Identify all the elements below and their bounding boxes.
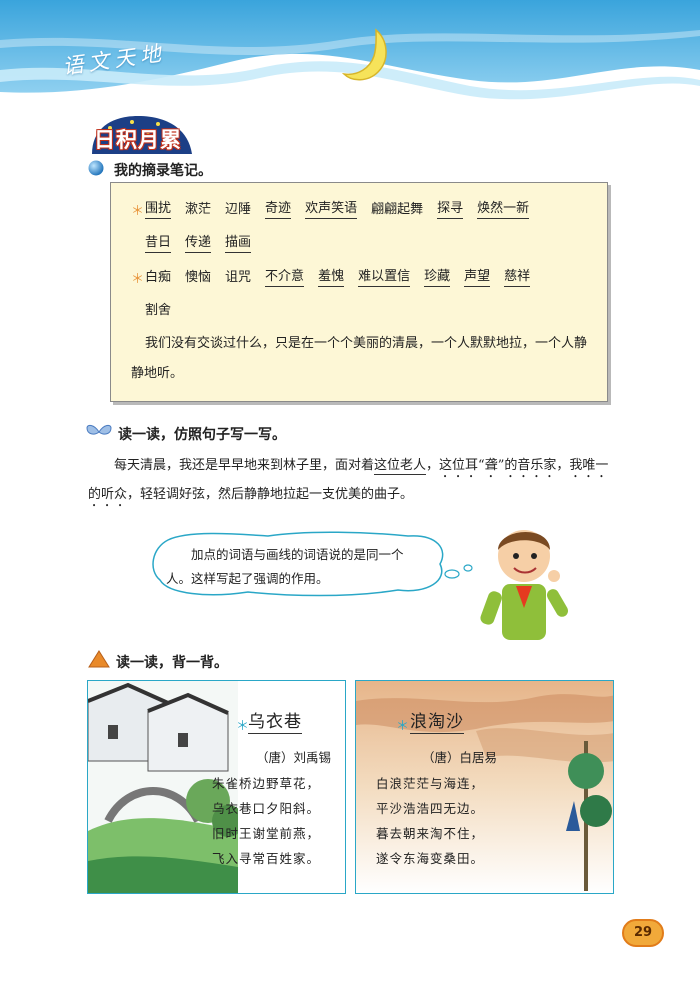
- para-text: ，: [426, 458, 440, 473]
- word: 传递: [185, 231, 212, 253]
- star-icon: ＊: [236, 719, 250, 734]
- poem-line: 飞入寻常百姓家。: [212, 851, 321, 866]
- poem-line: 旧时王谢堂前燕，: [212, 826, 321, 841]
- poem-author: （唐）刘禹锡: [256, 750, 332, 765]
- example-paragraph: 每天清晨，我还是早早地来到林子里，面对着这位老人，这位耳“聋”的音乐家，我唯一的…: [88, 452, 618, 510]
- dotted-phrase: 这位耳“聋”的音乐家，我唯一的听众: [88, 458, 609, 502]
- poem-line: 乌衣巷口夕阳斜。: [212, 801, 321, 816]
- word: 割舍: [145, 303, 172, 318]
- moon-icon: [341, 28, 387, 81]
- word: 慈祥: [504, 265, 531, 287]
- recite-heading: 读一读，背一背。: [116, 655, 228, 671]
- poem-line: 朱雀桥边野草花，: [212, 776, 321, 791]
- word: 探寻: [437, 197, 464, 219]
- poem-title: 乌衣巷: [248, 707, 302, 734]
- word: 羞愧: [318, 265, 345, 287]
- word-row-2: 昔日 传递 描画: [131, 231, 265, 253]
- poem-line: 遂令东海变桑田。: [376, 851, 485, 866]
- speech-bubble: [152, 531, 473, 597]
- notes-heading: 我的摘录笔记。: [114, 163, 212, 179]
- underlined-phrase: 这位老人: [374, 458, 427, 475]
- boy-illustration: [480, 530, 568, 640]
- page-header: 语文天地: [0, 0, 700, 110]
- word: 围扰: [145, 197, 172, 219]
- word-row-3: ＊ 白痴 懊恼 诅咒 不介意 羞愧 难以置信 珍藏 声望 慈祥: [131, 265, 544, 287]
- word: 不介意: [265, 265, 305, 287]
- word: 欢声笑语: [305, 197, 358, 219]
- para-text: ，轻轻调好弦，然后静静地拉起一支优美的曲子。: [127, 487, 414, 502]
- word: 焕然一新: [477, 197, 530, 219]
- word-row-4: 割舍: [131, 299, 185, 320]
- poem-line: 平沙浩浩四无边。: [376, 801, 485, 816]
- word: 翩翩起舞: [371, 202, 424, 217]
- para-text: 每天清晨，我还是早早地来到林子里，面对着: [114, 458, 375, 473]
- word-row-1: ＊ 围扰 漱茫 辺陲 奇迹 欢声笑语 翩翩起舞 探寻 焕然一新: [131, 197, 543, 219]
- poem-title: 浪淘沙: [410, 707, 464, 734]
- section-badge-label: 日积月累: [94, 128, 182, 152]
- notes-sentence: 我们没有交谈过什么，只是在一个个美丽的清晨，一个人默默地拉，一个人静静地听。: [131, 336, 588, 381]
- poem-line: 暮去朝来淘不住，: [376, 826, 485, 841]
- village-illustration: [88, 681, 238, 893]
- sea-illustration: [356, 681, 613, 893]
- word: 昔日: [145, 231, 172, 253]
- word: 白痴: [145, 270, 172, 285]
- bubble-text: 加点的词语与画线的词语说的是同一个人。这样写起了强调的作用。: [166, 547, 404, 586]
- section-badge: 日积月累: [88, 114, 198, 158]
- poem-line: 白浪茫茫与海连，: [376, 776, 485, 791]
- imitate-heading: 读一读，仿照句子写一写。: [118, 427, 286, 443]
- poem-card-1: ＊ 乌衣巷 （唐）刘禹锡 朱雀桥边野草花， 乌衣巷口夕阳斜。 旧时王谢堂前燕， …: [87, 680, 346, 894]
- butterfly-icon: [86, 424, 112, 435]
- notes-box: ＊ 围扰 漱茫 辺陲 奇迹 欢声笑语 翩翩起舞 探寻 焕然一新 昔日 传递 描画…: [110, 182, 608, 402]
- star-icon: ＊: [131, 272, 145, 287]
- night-sky-badge-icon: [92, 116, 192, 154]
- sky-banner: [0, 0, 700, 100]
- word: 辺陲: [225, 202, 252, 217]
- word: 奇迹: [265, 197, 292, 219]
- word: 难以置信: [358, 265, 411, 287]
- page-number: 29: [622, 919, 664, 947]
- word: 描画: [225, 231, 252, 253]
- star-icon: ＊: [396, 719, 410, 734]
- word: 珍藏: [424, 265, 451, 287]
- word: 诅咒: [225, 270, 252, 285]
- word: 漱茫: [185, 202, 212, 217]
- word: 懊恼: [185, 270, 212, 285]
- poem-card-2: ＊ 浪淘沙 （唐）白居易 白浪茫茫与海连， 平沙浩浩四无边。 暮去朝来淘不住， …: [355, 680, 614, 894]
- star-icon: ＊: [131, 204, 145, 219]
- word: 声望: [464, 265, 491, 287]
- blue-ball-icon: [88, 160, 104, 176]
- poem-author: （唐）白居易: [422, 750, 498, 765]
- triangle-icon: [88, 650, 110, 668]
